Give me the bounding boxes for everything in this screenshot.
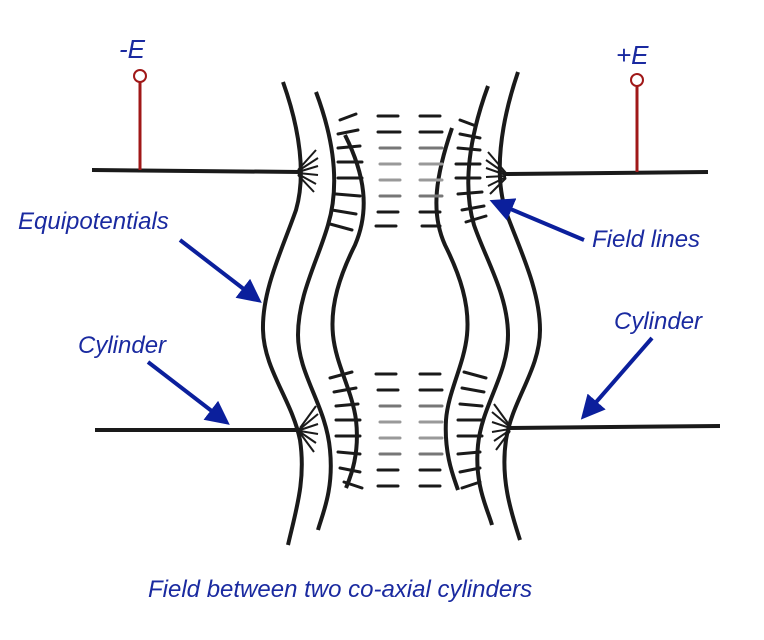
equipotentials-pointer-arrow xyxy=(178,238,262,303)
field-lines-lower-left-edge xyxy=(299,405,319,453)
cylinder-right-label: Cylinder xyxy=(614,308,703,335)
diagram-caption: Field between two co-axial cylinders xyxy=(148,576,533,603)
field-lines-upper-left-edge xyxy=(297,149,319,193)
cylinder-left-pointer-arrow xyxy=(146,360,230,425)
field-lines-lower-right-edge xyxy=(491,403,511,451)
cylinder-right-lower xyxy=(509,424,721,430)
equipotential-right-inner xyxy=(434,127,470,491)
positive-terminal-icon xyxy=(630,73,644,87)
positive-terminal-label: +E xyxy=(616,40,649,70)
field-lines-upper-cluster xyxy=(328,112,488,232)
cylinder-right-upper xyxy=(504,170,709,176)
cylinder-left-label: Cylinder xyxy=(78,332,167,359)
cylinder-right-pointer-arrow xyxy=(580,336,654,420)
equipotentials-label: Equipotentials xyxy=(18,208,169,235)
field-lines-lower-cluster xyxy=(328,370,488,490)
field-lines-upper-right-edge xyxy=(485,151,507,195)
field-lines-label: Field lines xyxy=(592,226,701,253)
negative-terminal-label: -E xyxy=(119,34,145,64)
field-lines-pointer-arrow xyxy=(489,198,585,242)
equipotential-left-inner xyxy=(330,134,366,489)
cylinder-left-upper xyxy=(91,168,301,174)
negative-terminal-icon xyxy=(133,69,147,83)
equipotential-right-outer xyxy=(497,71,543,541)
equipotential-left-outer xyxy=(260,81,304,546)
equipotential-left-middle xyxy=(295,91,337,531)
